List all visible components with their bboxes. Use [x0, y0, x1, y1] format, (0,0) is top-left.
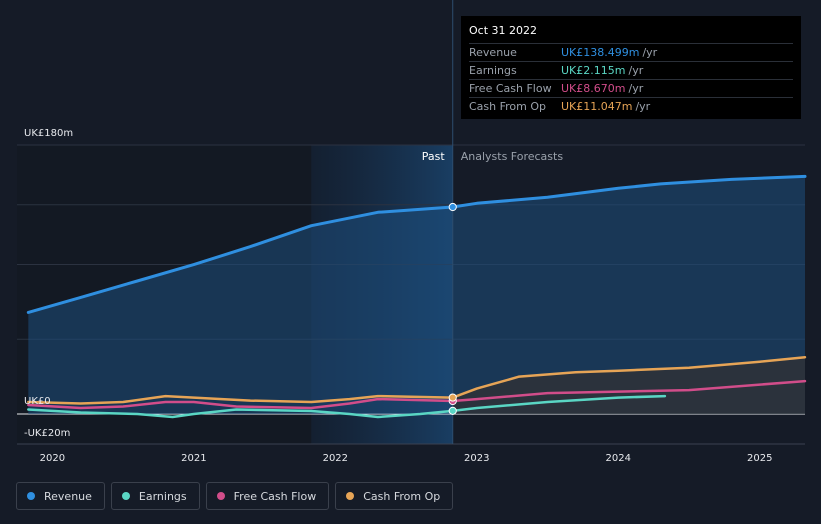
- x-tick-label: 2023: [464, 453, 489, 464]
- cash-from-op-line: [27, 355, 807, 405]
- legend-item-earnings[interactable]: Earnings: [110, 482, 200, 510]
- revenue-line: [26, 174, 807, 314]
- tooltip-unit: /yr: [642, 46, 658, 59]
- x-tick-label: 2021: [181, 453, 206, 464]
- earnings-line: [27, 394, 667, 419]
- tooltip: Oct 31 2022 Revenue UK£138.499m /yr Earn…: [461, 16, 801, 119]
- tooltip-date: Oct 31 2022: [469, 24, 538, 37]
- legend-label: Revenue: [44, 489, 92, 503]
- tooltip-row-cash-from-op: Cash From Op UK£11.047m /yr: [469, 97, 793, 115]
- legend-label: Free Cash Flow: [233, 489, 317, 503]
- tooltip-unit: /yr: [628, 82, 644, 95]
- earnings-marker: [448, 406, 457, 415]
- revenue-marker: [448, 202, 457, 212]
- free-cash-flow-line: [27, 379, 807, 410]
- revenue-area: [28, 176, 806, 414]
- tooltip-unit: /yr: [628, 64, 644, 77]
- tooltip-value: UK£138.499m: [561, 46, 640, 59]
- x-tick-label: 2025: [747, 453, 772, 464]
- y-axis-label: -UK£20m: [24, 428, 70, 439]
- tooltip-value: UK£2.115m: [561, 64, 626, 77]
- legend-item-free-cash-flow[interactable]: Free Cash Flow: [205, 482, 330, 510]
- tooltip-unit: /yr: [635, 100, 651, 113]
- x-tick-label: 2020: [40, 453, 65, 464]
- x-tick-label: 2022: [323, 453, 348, 464]
- legend: Revenue Earnings Free Cash Flow Cash Fro…: [16, 482, 454, 510]
- y-axis-label: UK£180m: [24, 128, 73, 139]
- tooltip-value: UK£8.670m: [561, 82, 626, 95]
- tooltip-row-earnings: Earnings UK£2.115m /yr: [469, 61, 793, 79]
- cash-from-op-area: [452, 357, 805, 414]
- past-label: Past: [422, 150, 446, 163]
- legend-dot-icon: [121, 492, 130, 500]
- tooltip-name: Revenue: [469, 46, 517, 59]
- legend-dot-icon: [346, 492, 355, 500]
- tooltip-name: Free Cash Flow: [469, 82, 552, 95]
- y-axis-label: UK£0: [24, 396, 51, 407]
- tooltip-name: Cash From Op: [469, 100, 547, 113]
- legend-dot-icon: [27, 492, 35, 500]
- legend-label: Cash From Op: [363, 489, 441, 503]
- x-tick-label: 2024: [606, 453, 631, 464]
- legend-item-cash-from-op[interactable]: Cash From Op: [335, 482, 454, 510]
- legend-label: Earnings: [138, 489, 187, 503]
- legend-dot-icon: [216, 492, 225, 500]
- forecast-label: Analysts Forecasts: [461, 150, 564, 163]
- cash-from-op-marker: [448, 393, 457, 402]
- tooltip-row-free-cash-flow: Free Cash Flow UK£8.670m /yr: [469, 79, 793, 97]
- tooltip-row-revenue: Revenue UK£138.499m /yr: [469, 43, 793, 61]
- tooltip-name: Earnings: [469, 64, 517, 77]
- legend-item-revenue[interactable]: Revenue: [16, 482, 105, 510]
- tooltip-value: UK£11.047m: [561, 100, 633, 113]
